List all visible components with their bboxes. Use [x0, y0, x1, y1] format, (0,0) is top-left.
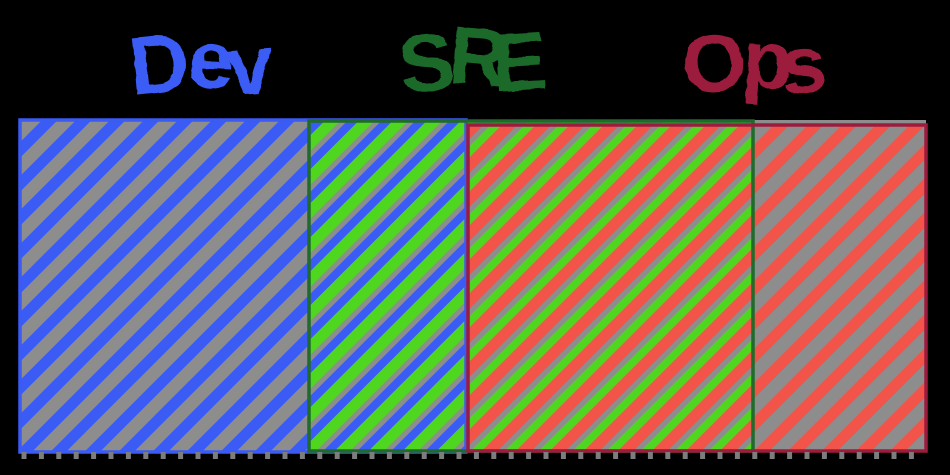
svg-text:v: v	[224, 19, 276, 113]
svg-text:E: E	[490, 16, 549, 110]
svg-text:s: s	[776, 18, 831, 113]
svg-text:D: D	[125, 16, 193, 113]
